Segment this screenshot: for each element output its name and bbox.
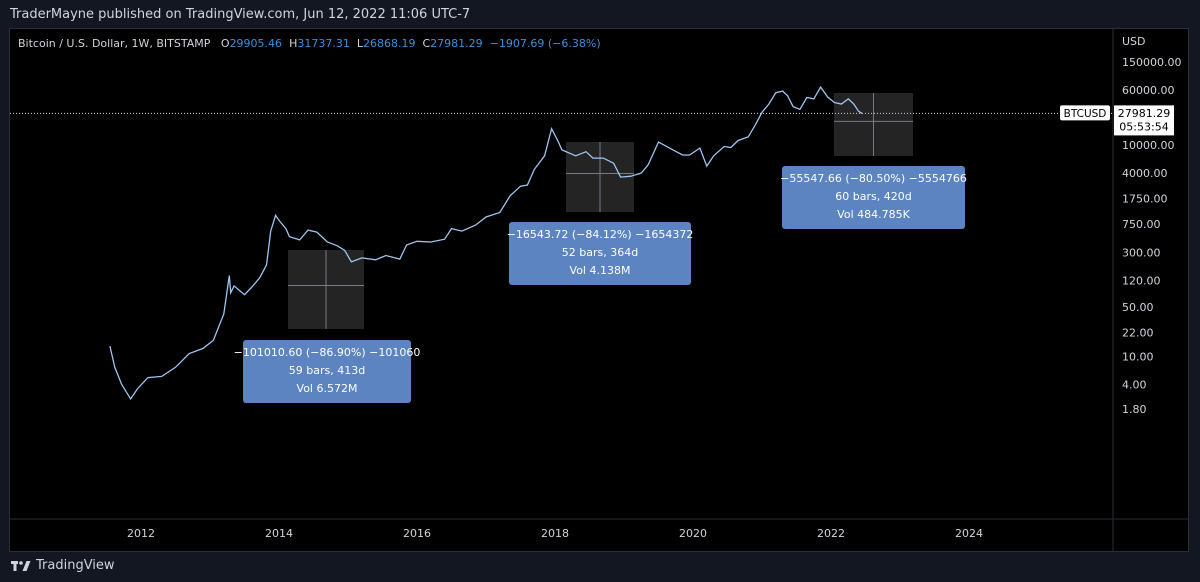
x-tick-label: 2018 xyxy=(541,527,569,540)
y-tick-label: 4000.00 xyxy=(1122,167,1168,180)
symbol-label: Bitcoin / U.S. Dollar, 1W, BITSTAMP xyxy=(18,37,211,50)
chart-area[interactable]: Bitcoin / U.S. Dollar, 1W, BITSTAMP O299… xyxy=(9,28,1189,552)
y-tick-label: 1.80 xyxy=(1122,403,1147,416)
x-tick-label: 2020 xyxy=(679,527,707,540)
high-value: 31737.31 xyxy=(297,37,350,50)
current-price-value: 27981.29 xyxy=(1118,107,1171,120)
y-tick-label: 60000.00 xyxy=(1122,84,1175,97)
measure-label-box xyxy=(509,222,691,285)
low-value: 26868.19 xyxy=(362,37,416,50)
y-tick-label: 4.00 xyxy=(1122,378,1147,391)
y-tick-label: 10000.00 xyxy=(1122,139,1175,152)
y-tick-label: 300.00 xyxy=(1122,246,1161,259)
y-tick-label: 150000.00 xyxy=(1122,56,1182,69)
measure-label-line: −55547.66 (−80.50%) −5554766 xyxy=(780,172,967,185)
y-tick-label: 50.00 xyxy=(1122,301,1154,314)
measure-label-line: 52 bars, 364d xyxy=(562,246,638,259)
measure-label-line: −16543.72 (−84.12%) −1654372 xyxy=(507,228,694,241)
measure-label-box xyxy=(243,340,411,403)
tradingview-logo-icon xyxy=(11,560,31,571)
brand-name: TradingView xyxy=(36,558,115,573)
symbol-tag-bg xyxy=(1060,105,1110,121)
x-tick-label: 2012 xyxy=(127,527,155,540)
x-tick-label: 2024 xyxy=(955,527,983,540)
currency-label: USD xyxy=(1122,35,1146,48)
measure-label-line: −101010.60 (−86.90%) −101060 xyxy=(234,346,421,359)
measure-label-line: Vol 4.138M xyxy=(570,264,631,277)
open-key: O xyxy=(220,37,230,50)
ohlc-legend: Bitcoin / U.S. Dollar, 1W, BITSTAMP O299… xyxy=(18,37,601,50)
measure-label-line: 59 bars, 413d xyxy=(289,364,365,377)
x-tick-label: 2016 xyxy=(403,527,431,540)
x-tick-label: 2022 xyxy=(817,527,845,540)
high-key: H xyxy=(289,37,298,50)
measure-label-line: Vol 6.572M xyxy=(297,382,358,395)
measure-label-line: 60 bars, 420d xyxy=(835,190,911,203)
measure-label-box xyxy=(782,166,965,229)
y-tick-label: 1750.00 xyxy=(1122,192,1168,205)
publish-info: TraderMayne published on TradingView.com… xyxy=(10,7,471,22)
footer: TradingView xyxy=(0,552,1200,582)
current-price-bg xyxy=(1114,105,1174,136)
y-tick-label: 120.00 xyxy=(1122,274,1161,287)
price-series-line xyxy=(109,85,863,401)
tradingview-logo[interactable]: TradingView xyxy=(11,558,115,573)
bar-countdown: 05:53:54 xyxy=(1119,120,1168,133)
close-key: C xyxy=(422,37,431,50)
header: TraderMayne published on TradingView.com… xyxy=(0,0,1200,28)
y-tick-label: 22.00 xyxy=(1122,326,1154,339)
y-tick-label: 750.00 xyxy=(1122,218,1161,231)
change-value: −1907.69 (−6.38%) xyxy=(489,37,601,50)
y-tick-label: 10.00 xyxy=(1122,350,1154,363)
measure-label-line: Vol 484.785K xyxy=(837,208,910,221)
close-value: 27981.29 xyxy=(430,37,483,50)
low-key: L xyxy=(356,37,363,50)
symbol-tag: BTCUSD xyxy=(1064,108,1107,120)
price-chart[interactable]: USD 150000.00 60000.00 10000.00 4000.00 1750… xyxy=(10,29,1188,551)
open-value: 29905.46 xyxy=(229,37,283,50)
x-tick-label: 2014 xyxy=(265,527,293,540)
